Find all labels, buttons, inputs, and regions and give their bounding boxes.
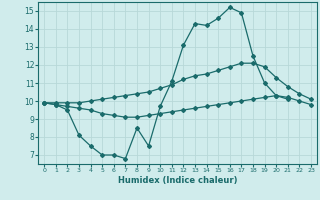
X-axis label: Humidex (Indice chaleur): Humidex (Indice chaleur) bbox=[118, 176, 237, 185]
